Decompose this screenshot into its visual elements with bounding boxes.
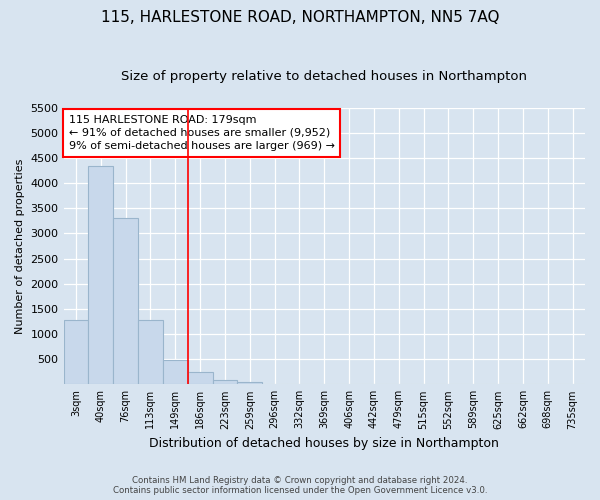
Bar	[188, 372, 212, 384]
Text: 115 HARLESTONE ROAD: 179sqm
← 91% of detached houses are smaller (9,952)
9% of s: 115 HARLESTONE ROAD: 179sqm ← 91% of det…	[69, 114, 335, 151]
Text: 115, HARLESTONE ROAD, NORTHAMPTON, NN5 7AQ: 115, HARLESTONE ROAD, NORTHAMPTON, NN5 7…	[101, 10, 499, 25]
Bar	[113, 218, 138, 384]
Bar	[163, 360, 188, 384]
Bar	[64, 320, 88, 384]
Bar	[238, 382, 262, 384]
X-axis label: Distribution of detached houses by size in Northampton: Distribution of detached houses by size …	[149, 437, 499, 450]
Title: Size of property relative to detached houses in Northampton: Size of property relative to detached ho…	[121, 70, 527, 83]
Text: Contains HM Land Registry data © Crown copyright and database right 2024.
Contai: Contains HM Land Registry data © Crown c…	[113, 476, 487, 495]
Bar	[212, 380, 238, 384]
Bar	[88, 166, 113, 384]
Bar	[138, 320, 163, 384]
Y-axis label: Number of detached properties: Number of detached properties	[15, 158, 25, 334]
